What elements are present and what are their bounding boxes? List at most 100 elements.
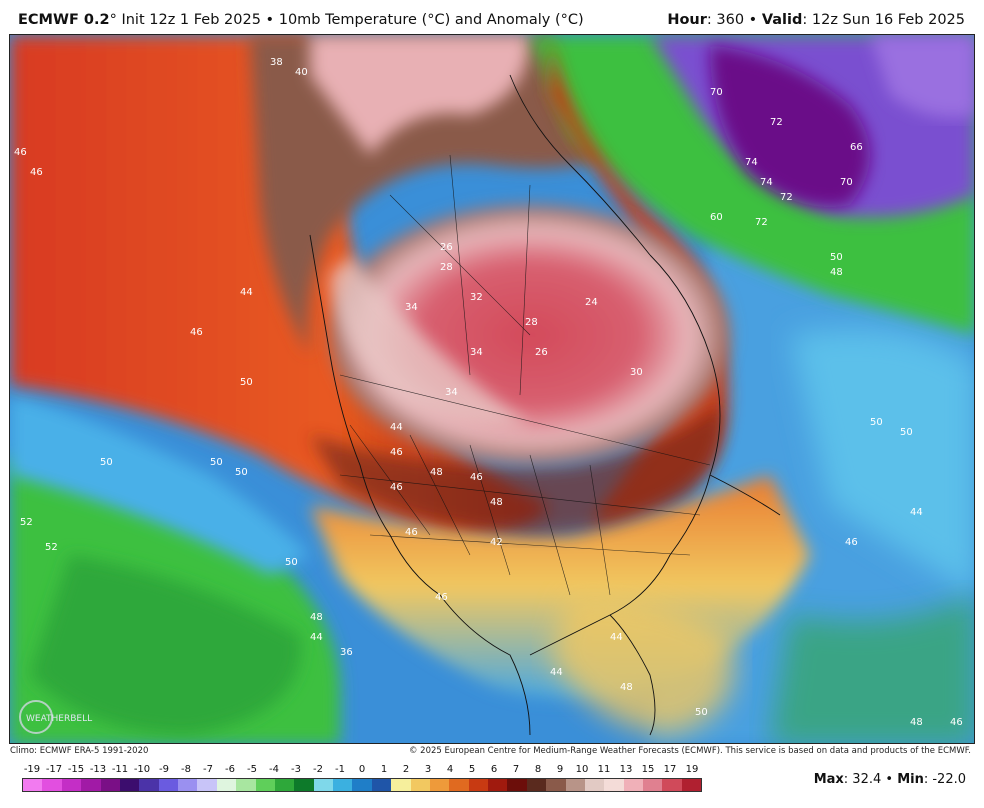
legend-swatch [604,779,624,791]
legend-tick-label: 17 [663,764,677,775]
legend-tick-label: 9 [556,764,564,775]
legend-swatch [526,779,547,791]
legend-swatch [255,779,275,791]
contour-label: 50 [100,457,113,468]
legend-swatch [294,779,314,791]
contour-label: 40 [295,67,308,78]
header: ECMWF 0.2° Init 12z 1 Feb 2025 • 10mb Te… [0,0,984,34]
legend-swatch [488,779,508,791]
legend-tick-label: 4 [446,764,454,775]
legend-tick-label: -11 [111,764,129,775]
min-label: Min [897,772,924,787]
hour-value: : 360 • [706,12,762,28]
legend-swatch [623,779,643,791]
legend-tick-label: -19 [23,764,41,775]
legend-swatch [119,779,140,791]
contour-label: 70 [840,177,853,188]
legend-tick-label: -5 [247,764,257,775]
contour-label: 52 [20,517,33,528]
color-legend: -19 -17 -15 -13 -11 -10 -9 -8 -7 -6 -5 -4 -3 -2 -1 0 1 2 3… [22,762,702,794]
copyright-note: © 2025 European Centre for Medium-Range … [408,746,971,756]
legend-tick-label: 3 [424,764,432,775]
political-borders [339,154,711,596]
contour-label: 46 [390,447,403,458]
contour-label: 50 [240,377,253,388]
legend-tick-label: -1 [335,764,345,775]
legend-tick-label: 5 [468,764,476,775]
legend-swatch [662,779,682,791]
valid-value: : 12z Sun 16 Feb 2025 [802,12,965,28]
legend-tick-labels: -19 -17 -15 -13 -11 -10 -9 -8 -7 -6 -5 -4 -3 -2 -1 0 1 2 3… [22,762,702,776]
legend-swatch [546,779,566,791]
legend-swatch [333,779,353,791]
logo-text: WEATHERBELL [26,714,92,724]
contour-label: 34 [405,302,418,313]
legend-tick-label: 0 [358,764,366,775]
contour-label: 44 [310,632,323,643]
contour-label: 36 [340,647,353,658]
contour-label: 48 [620,682,633,693]
contour-label: 44 [550,667,563,678]
model-name: ECMWF 0.2 [18,12,110,28]
legend-tick-label: 13 [619,764,633,775]
contour-label: 26 [440,242,453,253]
contour-label: 28 [525,317,538,328]
legend-swatch [236,779,256,791]
legend-tick-label: -13 [89,764,107,775]
legend-swatch [468,779,488,791]
legend-swatches [22,778,702,792]
legend-swatch [61,779,82,791]
contour-label: 48 [830,267,843,278]
degree-symbol: ° [109,12,117,28]
contour-label: 26 [535,347,548,358]
chart-title: ECMWF 0.2° Init 12z 1 Feb 2025 • 10mb Te… [18,12,584,28]
legend-swatch [197,779,217,791]
contour-label: 44 [390,422,403,433]
legend-swatch [449,779,469,791]
legend-swatch [643,779,663,791]
legend-tick-label: 2 [402,764,410,775]
contour-label: 46 [190,327,203,338]
legend-swatch [584,779,605,791]
legend-tick-label: 11 [597,764,611,775]
contour-label: 50 [210,457,223,468]
legend-swatch [81,779,101,791]
contour-label: 50 [235,467,248,478]
contour-label: 46 [390,482,403,493]
legend-swatch [410,779,430,791]
contour-label: 28 [440,262,453,273]
contour-label: 44 [240,287,253,298]
contour-label: 72 [755,217,768,228]
contour-label: 50 [870,417,883,428]
contour-label: 30 [630,367,643,378]
legend-swatch [681,779,702,791]
legend-swatch [371,779,392,791]
contour-label: 72 [780,192,793,203]
legend-tick-label: -3 [291,764,301,775]
legend-tick-label: -8 [181,764,191,775]
contour-label: 48 [910,717,923,728]
weather-map: 46 46 44 46 50 50 50 50 52 52 50 48 44 36 38 40 34 26 28 32… [9,34,975,744]
contour-label: 24 [585,297,598,308]
legend-tick-label: 8 [534,764,542,775]
contour-label: 48 [490,497,503,508]
contour-label: 70 [710,87,723,98]
legend-tick-label: -6 [225,764,235,775]
legend-tick-label: -15 [67,764,85,775]
valid-time: Hour: 360 • Valid: 12z Sun 16 Feb 2025 [667,12,965,28]
contour-label: 46 [845,537,858,548]
contour-label: 50 [900,427,913,438]
contour-label: 74 [760,177,773,188]
contour-label: 46 [470,472,483,483]
max-min-readout: Max: 32.4 • Min: -22.0 [814,772,966,787]
max-label: Max [813,772,844,787]
legend-tick-label: 7 [512,764,520,775]
legend-swatch [100,779,120,791]
legend-tick-label: 15 [641,764,655,775]
coastlines [309,74,781,736]
contour-label: 52 [45,542,58,553]
contour-label: 50 [695,707,708,718]
legend-swatch [216,779,237,791]
contour-label: 48 [430,467,443,478]
legend-tick-label: -4 [269,764,279,775]
